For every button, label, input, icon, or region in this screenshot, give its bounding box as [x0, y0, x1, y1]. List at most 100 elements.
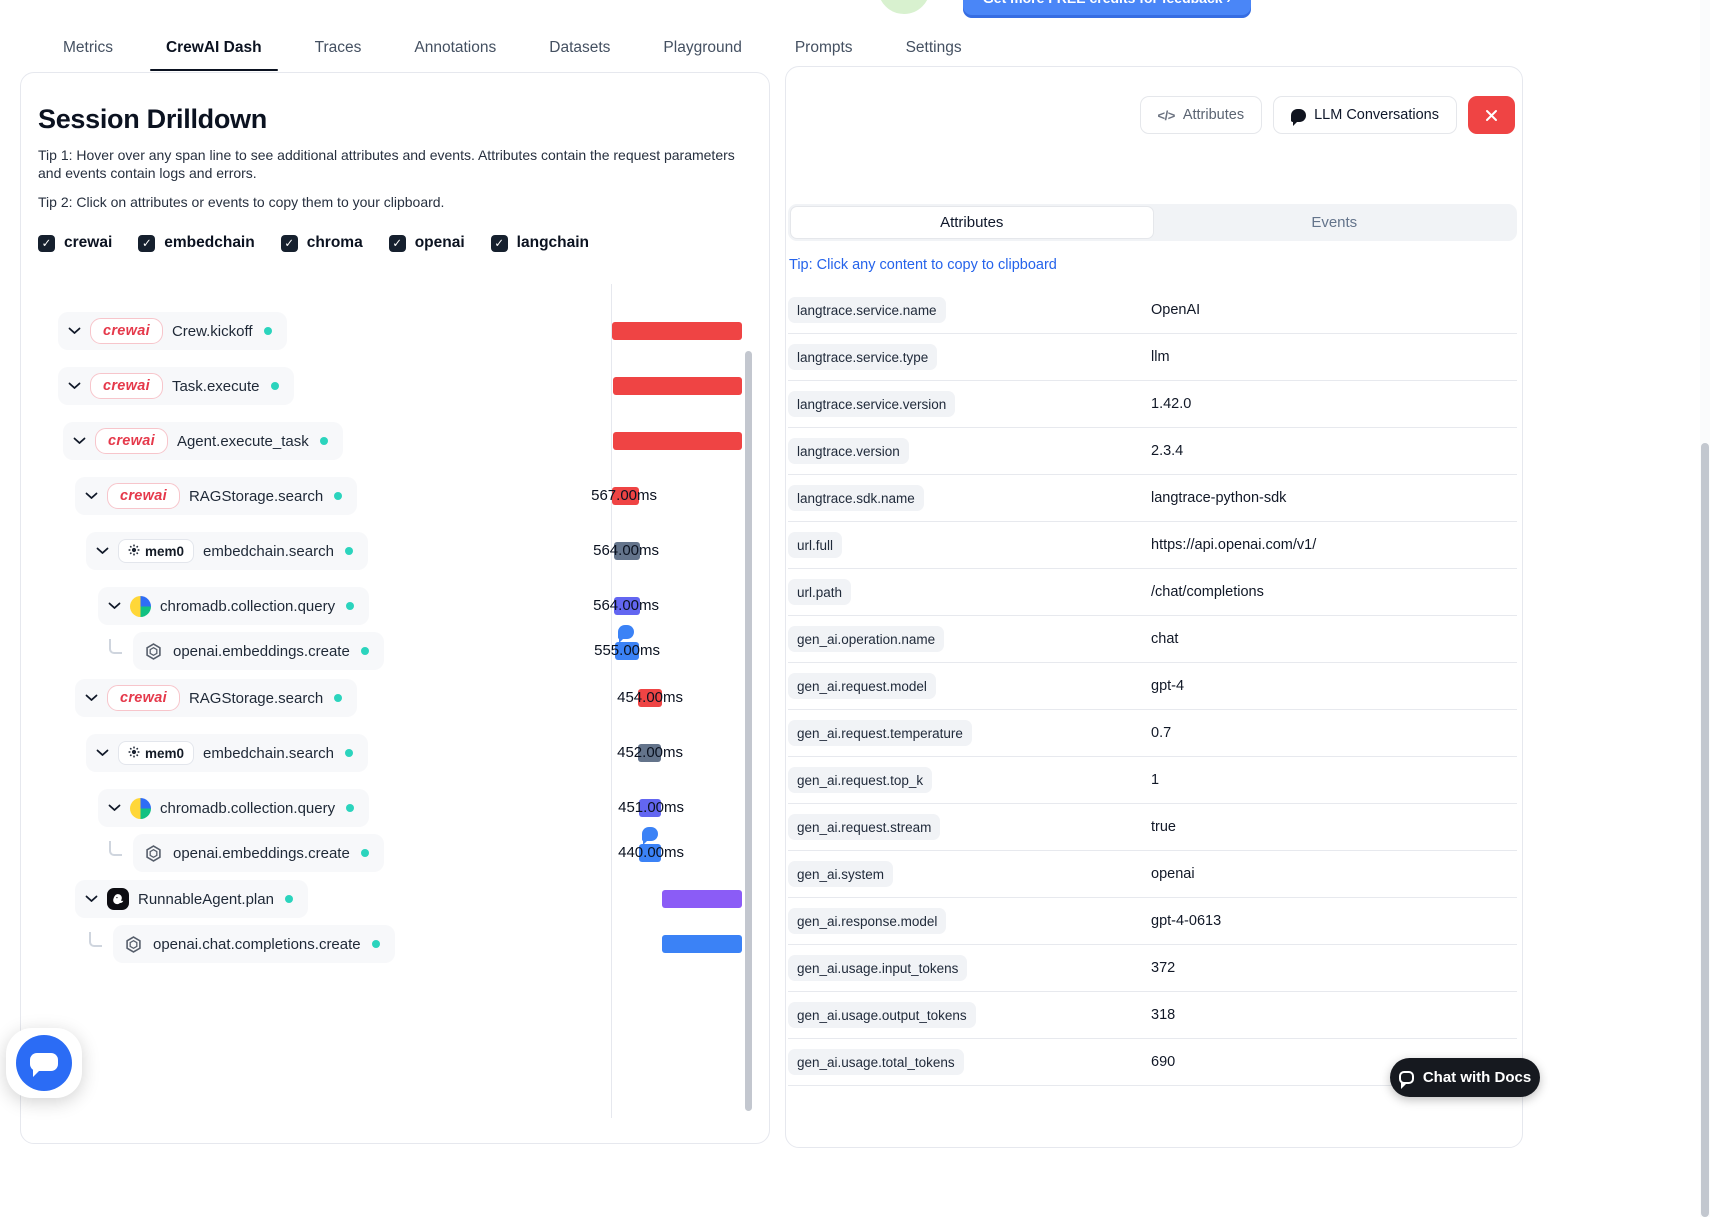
- attribute-value[interactable]: 372: [1151, 960, 1176, 976]
- avatar[interactable]: [876, 0, 932, 16]
- attribute-key[interactable]: gen_ai.usage.output_tokens: [788, 1002, 976, 1028]
- attribute-key[interactable]: gen_ai.operation.name: [788, 626, 945, 652]
- span-bar[interactable]: [614, 597, 640, 615]
- attribute-value[interactable]: 690: [1151, 1054, 1176, 1070]
- tab-annotations[interactable]: Annotations: [414, 38, 497, 56]
- attribute-key[interactable]: langtrace.service.version: [788, 391, 956, 417]
- attribute-value[interactable]: OpenAI: [1151, 302, 1201, 318]
- span-item[interactable]: openai.chat.completions.create: [113, 925, 395, 963]
- span-item[interactable]: openai.embeddings.create: [133, 632, 384, 670]
- chevron-down-icon[interactable]: [85, 492, 98, 500]
- attribute-key[interactable]: gen_ai.request.stream: [788, 814, 941, 840]
- span-item[interactable]: chromadb.collection.query: [98, 587, 370, 625]
- attribute-value[interactable]: openai: [1151, 866, 1195, 882]
- span-bar[interactable]: [613, 377, 742, 395]
- attribute-value[interactable]: gpt-4-0613: [1151, 913, 1222, 929]
- tab-crewai-dash[interactable]: CrewAI Dash: [148, 25, 280, 71]
- span-bar[interactable]: [613, 432, 742, 450]
- attribute-value[interactable]: 0.7: [1151, 725, 1172, 741]
- free-credits-button[interactable]: Get more FREE credits for feedback ›: [963, 0, 1251, 18]
- span-bar[interactable]: [615, 642, 639, 660]
- chevron-down-icon[interactable]: [68, 327, 81, 335]
- span-item[interactable]: chromadb.collection.query: [98, 789, 370, 827]
- tab-events[interactable]: Events: [1311, 214, 1358, 231]
- span-bar[interactable]: [638, 689, 662, 707]
- attribute-value[interactable]: 1: [1151, 772, 1160, 788]
- chevron-down-icon[interactable]: [96, 547, 109, 555]
- tab-datasets[interactable]: Datasets: [549, 38, 611, 56]
- attribute-key[interactable]: gen_ai.system: [788, 861, 894, 887]
- attribute-value[interactable]: 318: [1151, 1007, 1176, 1023]
- attribute-key[interactable]: langtrace.sdk.name: [788, 485, 924, 511]
- span-bar[interactable]: [612, 487, 639, 505]
- chat-with-docs-button[interactable]: Chat with Docs: [1390, 1058, 1540, 1097]
- span-bar[interactable]: [639, 844, 661, 862]
- chat-widget-button[interactable]: [6, 1028, 82, 1098]
- tab-traces[interactable]: Traces: [314, 38, 362, 56]
- close-button[interactable]: [1468, 96, 1515, 134]
- tab-attributes[interactable]: Attributes: [790, 206, 1154, 239]
- attribute-key[interactable]: gen_ai.request.top_k: [788, 767, 933, 793]
- filter-langchain[interactable]: ✓ langchain: [490, 234, 589, 252]
- span-bar[interactable]: [614, 542, 640, 560]
- attribute-value[interactable]: gpt-4: [1151, 678, 1185, 694]
- filter-chroma[interactable]: ✓ chroma: [280, 234, 363, 252]
- span-bar[interactable]: [639, 799, 661, 817]
- span-item[interactable]: crewai Agent.execute_task: [63, 422, 343, 460]
- attributes-button[interactable]: </> Attributes: [1139, 96, 1263, 134]
- chevron-down-icon[interactable]: [108, 804, 121, 812]
- attribute-key[interactable]: gen_ai.request.model: [788, 673, 936, 699]
- chevron-down-icon[interactable]: [85, 694, 98, 702]
- span-item[interactable]: crewai Task.execute: [58, 367, 294, 405]
- span-bar[interactable]: [662, 890, 742, 908]
- attribute-key[interactable]: url.full: [788, 532, 843, 558]
- attribute-key[interactable]: langtrace.version: [788, 438, 909, 464]
- tab-settings[interactable]: Settings: [905, 38, 962, 56]
- span-bar[interactable]: [638, 744, 661, 762]
- span-item[interactable]: crewai RAGStorage.search: [75, 477, 358, 515]
- filter-crewai[interactable]: ✓ crewai: [38, 234, 112, 252]
- checkbox-checked-icon[interactable]: ✓: [138, 234, 156, 252]
- span-item[interactable]: crewai RAGStorage.search: [75, 679, 358, 717]
- span-item[interactable]: mem0 embedchain.search: [86, 734, 368, 772]
- tab-metrics[interactable]: Metrics: [63, 38, 113, 56]
- llm-conversations-button[interactable]: LLM Conversations: [1273, 96, 1457, 134]
- attribute-value[interactable]: llm: [1151, 349, 1170, 365]
- page-scrollbar-track[interactable]: [1700, 0, 1710, 1217]
- chevron-down-icon[interactable]: [68, 382, 81, 390]
- checkbox-checked-icon[interactable]: ✓: [490, 234, 508, 252]
- attribute-value[interactable]: https://api.openai.com/v1/: [1151, 537, 1317, 553]
- attribute-key[interactable]: gen_ai.usage.total_tokens: [788, 1049, 964, 1075]
- page-scrollbar-thumb[interactable]: [1701, 443, 1709, 1217]
- filter-openai[interactable]: ✓ openai: [388, 234, 465, 252]
- chevron-down-icon[interactable]: [85, 895, 98, 903]
- waterfall-scrollbar[interactable]: [745, 351, 752, 1111]
- attribute-value[interactable]: chat: [1151, 631, 1179, 647]
- filter-embedchain[interactable]: ✓ embedchain: [138, 234, 255, 252]
- span-bar[interactable]: [612, 322, 742, 340]
- span-item[interactable]: RunnableAgent.plan: [75, 880, 308, 918]
- attribute-key[interactable]: gen_ai.usage.input_tokens: [788, 955, 968, 981]
- attribute-key[interactable]: url.path: [788, 579, 852, 605]
- span-item[interactable]: mem0 embedchain.search: [86, 532, 368, 570]
- attribute-key[interactable]: gen_ai.response.model: [788, 908, 947, 934]
- attribute-value[interactable]: /chat/completions: [1151, 584, 1264, 600]
- attribute-key[interactable]: gen_ai.request.temperature: [788, 720, 972, 746]
- span-item[interactable]: openai.embeddings.create: [133, 834, 384, 872]
- chevron-down-icon[interactable]: [108, 602, 121, 610]
- attribute-key[interactable]: langtrace.service.name: [788, 297, 946, 323]
- attribute-key[interactable]: langtrace.service.type: [788, 344, 938, 370]
- span-bar[interactable]: [662, 935, 742, 953]
- tab-prompts[interactable]: Prompts: [794, 38, 853, 56]
- span-item[interactable]: crewai Crew.kickoff: [58, 312, 287, 350]
- attribute-value[interactable]: 1.42.0: [1151, 396, 1192, 412]
- attribute-value[interactable]: true: [1151, 819, 1176, 835]
- checkbox-checked-icon[interactable]: ✓: [38, 234, 55, 252]
- chevron-down-icon[interactable]: [96, 749, 109, 757]
- tab-playground[interactable]: Playground: [663, 38, 742, 56]
- checkbox-checked-icon[interactable]: ✓: [388, 234, 406, 252]
- attribute-value[interactable]: langtrace-python-sdk: [1151, 490, 1287, 506]
- chevron-down-icon[interactable]: [73, 437, 86, 445]
- attribute-value[interactable]: 2.3.4: [1151, 443, 1184, 459]
- checkbox-checked-icon[interactable]: ✓: [280, 234, 298, 252]
